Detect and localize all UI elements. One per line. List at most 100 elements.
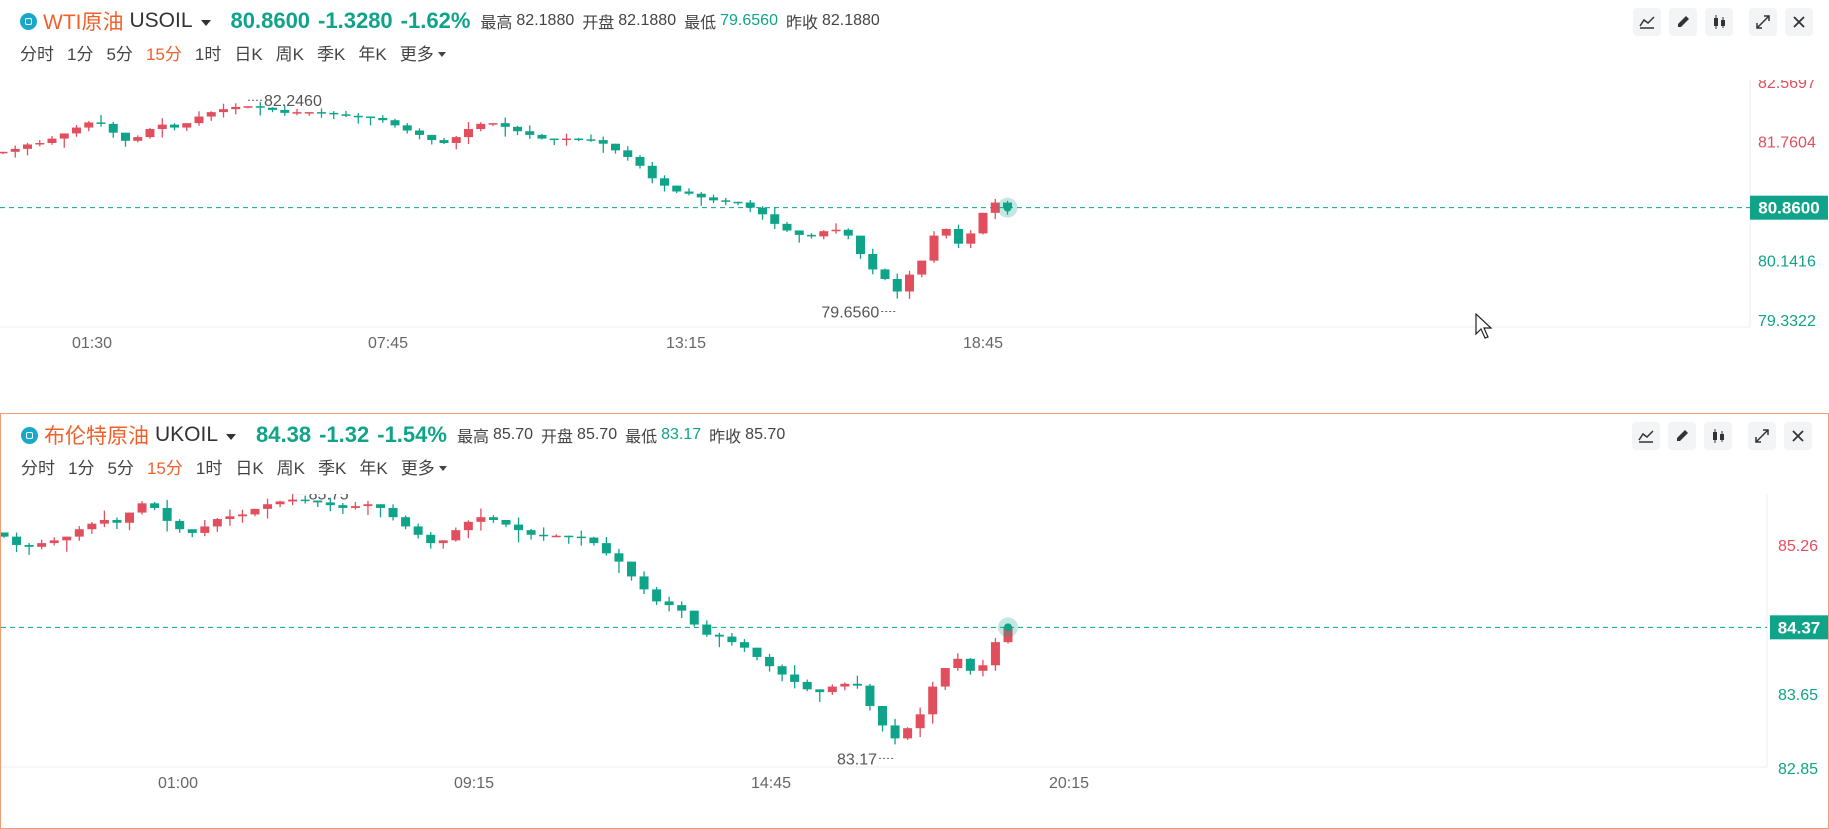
tab-quarterly[interactable]: 季K (317, 45, 346, 64)
price-change: -1.32 (319, 422, 370, 447)
usoil-candlestick-chart[interactable]: 82.5697 81.7604 80.1416 79.3322 01:30 07:45 13… (0, 68, 1829, 410)
candle-body (150, 503, 160, 508)
candle-body (187, 529, 197, 533)
candle-body (551, 535, 561, 538)
candle-body (112, 519, 122, 523)
chart-toolbar (1625, 8, 1813, 36)
y-tick-label: 81.7604 (1758, 134, 1816, 151)
max-marker-label: 82.2460 (264, 93, 322, 110)
tab-15min[interactable]: 15分 (145, 45, 182, 64)
candle-body (366, 116, 375, 119)
tab-timeshare[interactable]: 分时 (20, 45, 54, 64)
candle-body (721, 200, 731, 202)
candle-body (714, 634, 724, 637)
indicator-button[interactable] (1633, 8, 1661, 36)
last-price-badge (1750, 195, 1828, 220)
tab-15min[interactable]: 15分 (146, 459, 183, 478)
candle-body (500, 123, 510, 127)
candle-body (589, 537, 599, 544)
usoil-quote-header: WTI原油 USOIL 80.8600 -1.3280 -1.62% 最高 82… (20, 6, 880, 36)
tab-weekly[interactable]: 周K (275, 45, 305, 64)
candle-body (376, 504, 385, 508)
tab-5min[interactable]: 5分 (107, 459, 134, 478)
fullscreen-button[interactable] (1749, 8, 1777, 36)
tab-5min[interactable]: 5分 (106, 45, 133, 64)
chevron-down-icon[interactable] (226, 433, 237, 440)
candle-body (206, 112, 216, 117)
max-marker-label: 85.75 (309, 494, 349, 504)
usoil-chart[interactable]: 82.5697 81.7604 80.1416 79.3322 01:30 07:45 13… (0, 68, 1829, 380)
more-timeframes-dropdown[interactable]: 更多 (401, 454, 447, 479)
tab-1hour[interactable]: 1时 (195, 459, 223, 478)
tab-daily[interactable]: 日K (234, 45, 263, 64)
candle-body (145, 129, 155, 138)
x-tick-label: 01:00 (158, 775, 198, 792)
min-marker-label: 83.17 (837, 751, 877, 768)
tab-1min[interactable]: 1分 (68, 459, 95, 478)
candle-body (219, 109, 228, 113)
candle-type-button[interactable] (1705, 8, 1733, 36)
y-tick-label: 83.65 (1778, 687, 1818, 704)
symbol-name[interactable]: WTI原油 (43, 11, 124, 34)
candle-body (990, 202, 1000, 213)
tab-yearly[interactable]: 年K (359, 459, 388, 478)
draw-button[interactable] (1668, 422, 1696, 450)
tab-quarterly[interactable]: 季K (318, 459, 347, 478)
fullscreen-button[interactable] (1748, 422, 1776, 450)
symbol-code[interactable]: UKOIL (155, 423, 219, 446)
more-timeframes-dropdown[interactable]: 更多 (400, 40, 446, 65)
candle-body (96, 122, 106, 124)
candle-body (280, 109, 290, 113)
fullscreen-icon (1756, 15, 1770, 29)
price-change: -1.3280 (318, 8, 393, 33)
usoil-panel: WTI原油 USOIL 80.8600 -1.3280 -1.62% 最高 82… (0, 0, 1829, 413)
candle-body (843, 229, 853, 236)
candle-body (476, 517, 486, 522)
close-chart-button[interactable] (1785, 8, 1813, 36)
tab-timeshare[interactable]: 分时 (21, 459, 55, 478)
high-value: 85.70 (492, 426, 534, 443)
candle-body (288, 499, 298, 502)
tab-1min[interactable]: 1分 (67, 45, 94, 64)
candle-body (623, 150, 633, 157)
candle-body (978, 665, 988, 671)
timeframe-tabs: 分时 1分 5分 15分 1时 日K 周K 季K 年K 更多 (20, 40, 459, 65)
low-value: 83.17 (661, 426, 702, 443)
candle-body (137, 503, 147, 513)
tab-1hour[interactable]: 1时 (194, 45, 222, 64)
close-chart-button[interactable] (1784, 422, 1812, 450)
candle-body (880, 269, 890, 279)
ukoil-candlestick-chart[interactable]: 86.0785.2683.6582.8501:0009:1514:4520:15… (0, 463, 1829, 824)
ukoil-chart[interactable]: 86.0785.2683.6582.8501:0009:1514:4520:15… (0, 463, 1829, 794)
candle-body (263, 504, 273, 509)
chevron-down-icon[interactable] (200, 19, 211, 26)
candle-body (24, 544, 34, 547)
low-label: 最低 (684, 15, 717, 32)
candle-body (225, 516, 235, 520)
candle-body (782, 223, 792, 231)
candle-body (852, 683, 862, 686)
candle-body (10, 148, 20, 152)
tab-yearly[interactable]: 年K (358, 45, 387, 64)
y-tick-label: 82.5697 (1758, 80, 1816, 92)
tab-weekly[interactable]: 周K (276, 459, 306, 478)
symbol-name[interactable]: 布伦特原油 (44, 425, 149, 448)
chevron-down-icon (437, 51, 446, 57)
candle-body (537, 134, 547, 139)
candle-body (598, 140, 608, 144)
candle-body (752, 647, 762, 657)
candle-type-button[interactable] (1704, 422, 1732, 450)
prev-close-value: 82.1880 (821, 12, 880, 29)
candle-body (464, 129, 473, 138)
open-value: 82.1880 (618, 12, 677, 29)
indicator-button[interactable] (1632, 422, 1660, 450)
candle-body (892, 278, 902, 292)
last-price-badge (1770, 615, 1828, 640)
tab-daily[interactable]: 日K (235, 459, 264, 478)
symbol-code[interactable]: USOIL (129, 9, 193, 32)
indicator-icon (1638, 430, 1654, 443)
candle-body (476, 123, 486, 130)
candle-body (807, 234, 816, 237)
draw-button[interactable] (1669, 8, 1697, 36)
candle-body (915, 714, 925, 729)
